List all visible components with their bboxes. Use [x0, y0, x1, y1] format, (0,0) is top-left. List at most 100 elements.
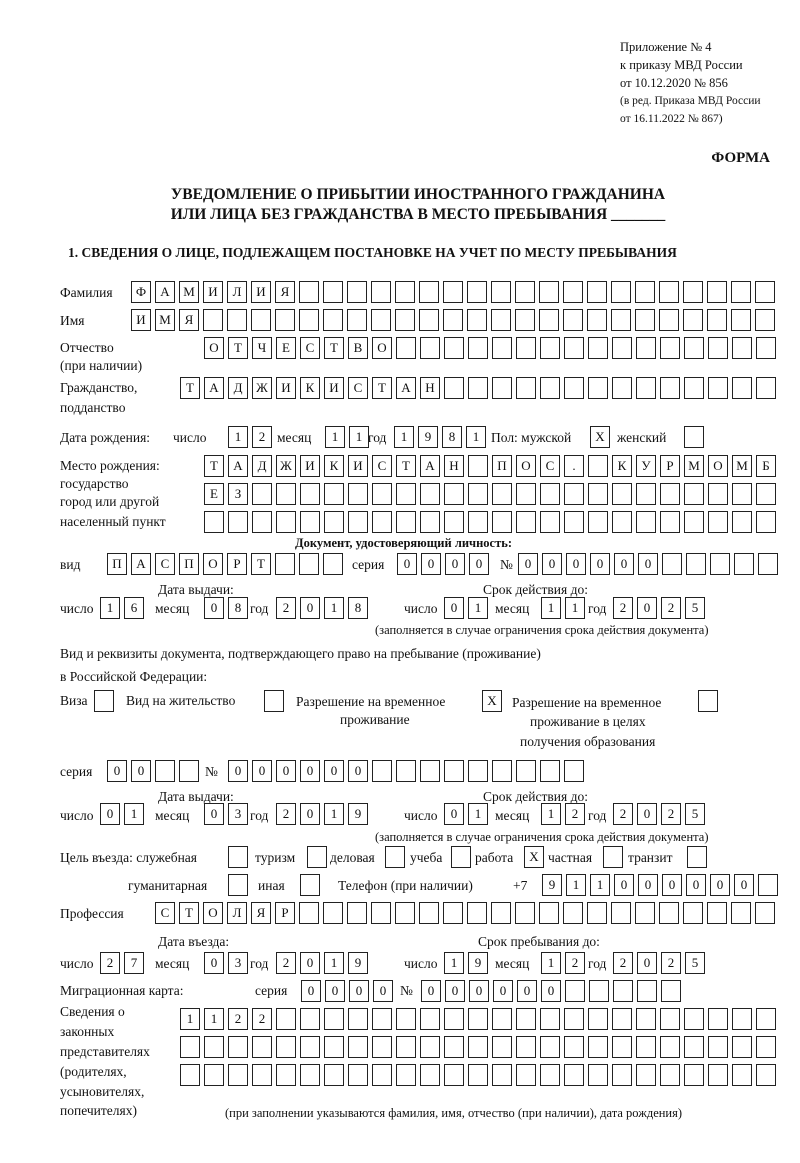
checkbox[interactable] [300, 874, 320, 896]
char-cell[interactable] [588, 337, 608, 359]
char-cell[interactable]: 2 [252, 1008, 272, 1030]
char-cell[interactable]: О [708, 455, 728, 477]
char-cell[interactable] [180, 1064, 200, 1086]
char-cell[interactable]: 1 [566, 874, 586, 896]
checkbox[interactable]: X [482, 690, 502, 712]
char-cell[interactable] [492, 483, 512, 505]
char-cell[interactable] [324, 511, 344, 533]
char-cell[interactable] [347, 309, 367, 331]
char-cell[interactable] [396, 1064, 416, 1086]
char-cell[interactable] [491, 309, 511, 331]
char-cell[interactable] [468, 1064, 488, 1086]
char-cell[interactable] [707, 309, 727, 331]
char-cell[interactable]: О [203, 553, 223, 575]
char-cell[interactable] [565, 980, 585, 1002]
char-cell[interactable] [491, 281, 511, 303]
char-cell[interactable]: 0 [541, 980, 561, 1002]
char-cell[interactable] [587, 309, 607, 331]
char-cell[interactable]: Д [252, 455, 272, 477]
char-cell[interactable] [588, 455, 608, 477]
char-cell[interactable] [540, 511, 560, 533]
char-cell[interactable]: А [204, 377, 224, 399]
char-cell[interactable]: М [684, 455, 704, 477]
char-cell[interactable] [227, 309, 247, 331]
char-cell[interactable]: 2 [100, 952, 120, 974]
char-cell[interactable]: 1 [590, 874, 610, 896]
char-cell[interactable] [587, 902, 607, 924]
char-cell[interactable] [756, 483, 776, 505]
char-cell[interactable]: А [131, 553, 151, 575]
char-cell[interactable] [635, 902, 655, 924]
char-cell[interactable]: 1 [349, 426, 369, 448]
checkbox[interactable] [94, 690, 114, 712]
char-cell[interactable] [348, 1008, 368, 1030]
char-cell[interactable] [563, 902, 583, 924]
char-cell[interactable]: А [396, 377, 416, 399]
char-cell[interactable] [516, 377, 536, 399]
char-cell[interactable]: 1 [541, 803, 561, 825]
char-cell[interactable]: 0 [325, 980, 345, 1002]
char-cell[interactable] [563, 281, 583, 303]
char-cell[interactable] [612, 1064, 632, 1086]
char-cell[interactable] [371, 309, 391, 331]
char-cell[interactable] [710, 553, 730, 575]
char-cell[interactable]: К [324, 455, 344, 477]
char-cell[interactable]: 5 [685, 803, 705, 825]
char-cell[interactable]: К [300, 377, 320, 399]
char-cell[interactable]: 2 [565, 803, 585, 825]
char-cell[interactable] [395, 281, 415, 303]
checkbox[interactable] [264, 690, 284, 712]
char-cell[interactable] [540, 1036, 560, 1058]
char-cell[interactable]: И [131, 309, 151, 331]
char-cell[interactable]: Е [276, 337, 296, 359]
char-cell[interactable]: П [492, 455, 512, 477]
char-cell[interactable] [636, 337, 656, 359]
char-cell[interactable] [347, 281, 367, 303]
char-cell[interactable] [468, 1008, 488, 1030]
char-cell[interactable]: И [251, 281, 271, 303]
char-cell[interactable] [662, 553, 682, 575]
char-cell[interactable] [756, 511, 776, 533]
checkbox[interactable] [698, 690, 718, 712]
char-cell[interactable]: А [228, 455, 248, 477]
char-cell[interactable]: 9 [418, 426, 438, 448]
char-cell[interactable] [684, 483, 704, 505]
char-cell[interactable]: А [155, 281, 175, 303]
char-cell[interactable]: 0 [590, 553, 610, 575]
char-cell[interactable]: 2 [613, 803, 633, 825]
char-cell[interactable]: 9 [348, 952, 368, 974]
char-cell[interactable] [468, 455, 488, 477]
char-cell[interactable]: 1 [325, 426, 345, 448]
char-cell[interactable]: 8 [228, 597, 248, 619]
char-cell[interactable] [588, 1036, 608, 1058]
char-cell[interactable] [612, 1008, 632, 1030]
char-cell[interactable] [539, 309, 559, 331]
char-cell[interactable] [659, 309, 679, 331]
char-cell[interactable] [636, 1008, 656, 1030]
char-cell[interactable]: 1 [100, 597, 120, 619]
char-cell[interactable] [589, 980, 609, 1002]
char-cell[interactable]: 0 [276, 760, 296, 782]
char-cell[interactable] [587, 281, 607, 303]
char-cell[interactable] [563, 309, 583, 331]
char-cell[interactable]: 1 [204, 1008, 224, 1030]
char-cell[interactable] [492, 1064, 512, 1086]
checkbox[interactable] [451, 846, 471, 868]
char-cell[interactable] [228, 1036, 248, 1058]
char-cell[interactable]: 0 [686, 874, 706, 896]
char-cell[interactable] [371, 902, 391, 924]
char-cell[interactable] [637, 980, 657, 1002]
char-cell[interactable]: 0 [228, 760, 248, 782]
char-cell[interactable] [661, 980, 681, 1002]
char-cell[interactable] [204, 1064, 224, 1086]
char-cell[interactable]: 0 [662, 874, 682, 896]
char-cell[interactable]: . [564, 455, 584, 477]
char-cell[interactable] [636, 511, 656, 533]
char-cell[interactable] [371, 281, 391, 303]
char-cell[interactable]: 1 [324, 952, 344, 974]
char-cell[interactable]: 1 [124, 803, 144, 825]
char-cell[interactable] [613, 980, 633, 1002]
char-cell[interactable] [758, 553, 778, 575]
char-cell[interactable] [323, 902, 343, 924]
char-cell[interactable] [612, 511, 632, 533]
